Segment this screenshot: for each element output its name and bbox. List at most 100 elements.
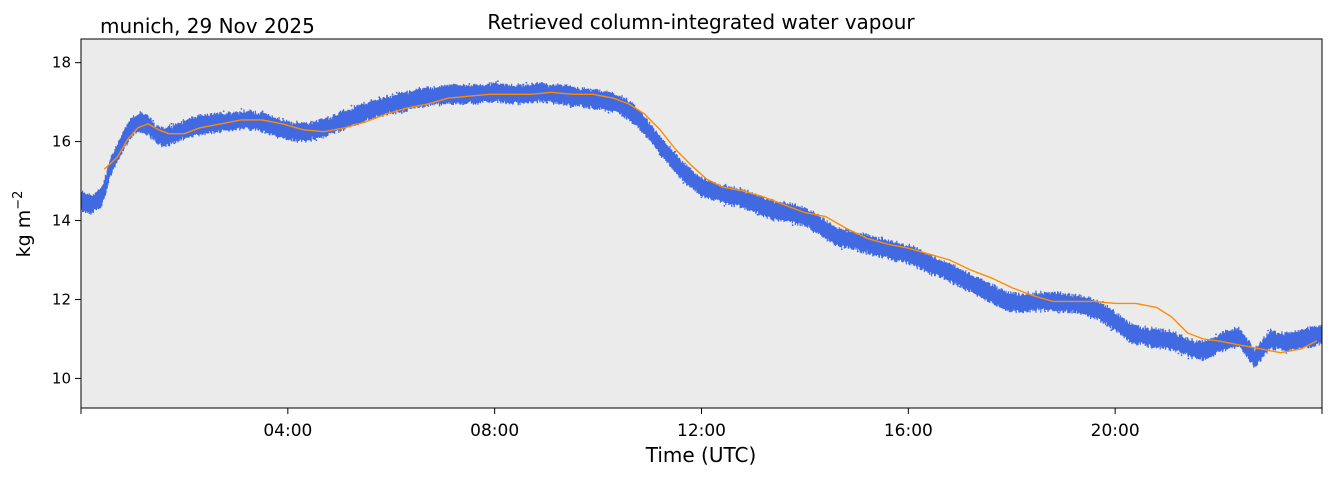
raw-data-point bbox=[1106, 324, 1108, 327]
raw-data-point bbox=[145, 126, 148, 128]
raw-data-point bbox=[1194, 351, 1197, 354]
raw-data-point bbox=[274, 126, 277, 129]
raw-data-point bbox=[1073, 301, 1076, 304]
raw-data-point bbox=[476, 99, 478, 102]
raw-data-point bbox=[152, 119, 155, 122]
raw-data-point bbox=[474, 101, 477, 104]
raw-data-point bbox=[401, 112, 403, 114]
raw-data-point bbox=[403, 110, 405, 113]
raw-data-point bbox=[1067, 302, 1070, 305]
raw-data-point bbox=[330, 124, 333, 127]
raw-data-point bbox=[1108, 320, 1111, 323]
raw-data-point bbox=[912, 261, 914, 264]
raw-data-point bbox=[260, 122, 262, 124]
raw-data-point bbox=[1101, 303, 1103, 306]
raw-data-point bbox=[173, 142, 176, 145]
raw-data-point bbox=[864, 234, 866, 237]
raw-data-point bbox=[865, 235, 868, 238]
raw-data-point bbox=[250, 120, 253, 123]
raw-data-point bbox=[1164, 343, 1166, 346]
raw-data-point bbox=[510, 95, 513, 98]
raw-data-point bbox=[374, 109, 377, 112]
raw-data-point bbox=[883, 239, 886, 242]
raw-data-point bbox=[1171, 346, 1174, 349]
raw-data-point bbox=[1039, 305, 1042, 307]
raw-data-point bbox=[156, 132, 159, 134]
raw-data-point bbox=[977, 278, 979, 281]
x-tick-label: 16:00 bbox=[884, 421, 933, 441]
raw-data-point bbox=[538, 84, 541, 87]
raw-data-point bbox=[350, 104, 353, 107]
raw-data-point bbox=[127, 130, 130, 133]
raw-data-point bbox=[390, 109, 392, 112]
raw-data-point bbox=[1295, 341, 1298, 344]
raw-data-point bbox=[846, 229, 848, 232]
raw-data-point bbox=[775, 214, 777, 217]
raw-data-point bbox=[389, 103, 392, 106]
raw-data-point bbox=[1011, 300, 1014, 303]
raw-data-point bbox=[843, 246, 846, 249]
raw-data-point bbox=[816, 231, 818, 233]
raw-data-point bbox=[526, 85, 528, 88]
plot-area bbox=[81, 39, 1322, 408]
raw-data-point bbox=[673, 153, 676, 156]
raw-data-point bbox=[1145, 329, 1148, 332]
x-axis-ticks: 04:00 08:00 12:00 16:00 20:00 bbox=[80, 408, 1323, 441]
raw-data-point bbox=[383, 97, 386, 100]
raw-data-point bbox=[935, 262, 937, 264]
raw-data-point bbox=[1201, 348, 1204, 351]
raw-data-point bbox=[975, 284, 978, 286]
raw-data-point bbox=[128, 133, 131, 136]
raw-data-point bbox=[434, 91, 437, 94]
raw-data-point bbox=[668, 164, 671, 166]
raw-data-point bbox=[1225, 346, 1227, 349]
raw-data-point bbox=[315, 139, 318, 142]
location-date-label: munich, 29 Nov 2025 bbox=[100, 14, 315, 38]
raw-data-point bbox=[426, 98, 429, 100]
raw-data-point bbox=[282, 117, 284, 120]
raw-data-point bbox=[629, 113, 632, 115]
raw-data-point bbox=[521, 92, 524, 94]
raw-data-point bbox=[201, 115, 204, 118]
raw-data-point bbox=[230, 123, 232, 126]
raw-data-point bbox=[733, 200, 735, 203]
raw-data-point bbox=[632, 118, 635, 121]
raw-data-point bbox=[731, 193, 734, 196]
raw-data-point bbox=[952, 283, 955, 286]
raw-data-point bbox=[1058, 311, 1060, 314]
raw-data-point bbox=[1044, 310, 1046, 313]
raw-data-point bbox=[395, 91, 398, 94]
raw-data-point bbox=[110, 173, 113, 176]
raw-data-point bbox=[468, 83, 471, 85]
raw-data-point bbox=[232, 128, 234, 131]
raw-data-point bbox=[1267, 329, 1269, 332]
raw-data-point bbox=[112, 167, 115, 170]
raw-data-point bbox=[701, 190, 703, 193]
raw-data-point bbox=[859, 249, 862, 252]
raw-data-point bbox=[682, 182, 685, 184]
raw-data-point bbox=[388, 99, 391, 101]
raw-data-point bbox=[685, 172, 688, 175]
raw-data-point bbox=[613, 107, 616, 109]
raw-data-point bbox=[279, 125, 282, 128]
raw-data-point bbox=[525, 81, 528, 84]
raw-data-point bbox=[1133, 329, 1136, 332]
raw-data-point bbox=[734, 201, 737, 204]
raw-data-point bbox=[170, 122, 173, 125]
raw-data-point bbox=[297, 135, 299, 138]
raw-data-point bbox=[107, 181, 110, 184]
raw-data-point bbox=[517, 101, 520, 104]
raw-data-point bbox=[1162, 333, 1165, 335]
raw-data-point bbox=[264, 131, 266, 134]
x-axis-label: Time (UTC) bbox=[645, 443, 757, 467]
raw-data-point bbox=[190, 119, 193, 121]
raw-data-point bbox=[801, 222, 804, 225]
raw-data-point bbox=[641, 125, 644, 128]
raw-data-point bbox=[222, 110, 225, 113]
raw-data-point bbox=[1078, 294, 1081, 296]
x-tick-label: 04:00 bbox=[263, 421, 312, 441]
raw-data-point bbox=[500, 98, 503, 101]
raw-data-point bbox=[791, 224, 794, 227]
raw-data-point bbox=[247, 117, 249, 120]
